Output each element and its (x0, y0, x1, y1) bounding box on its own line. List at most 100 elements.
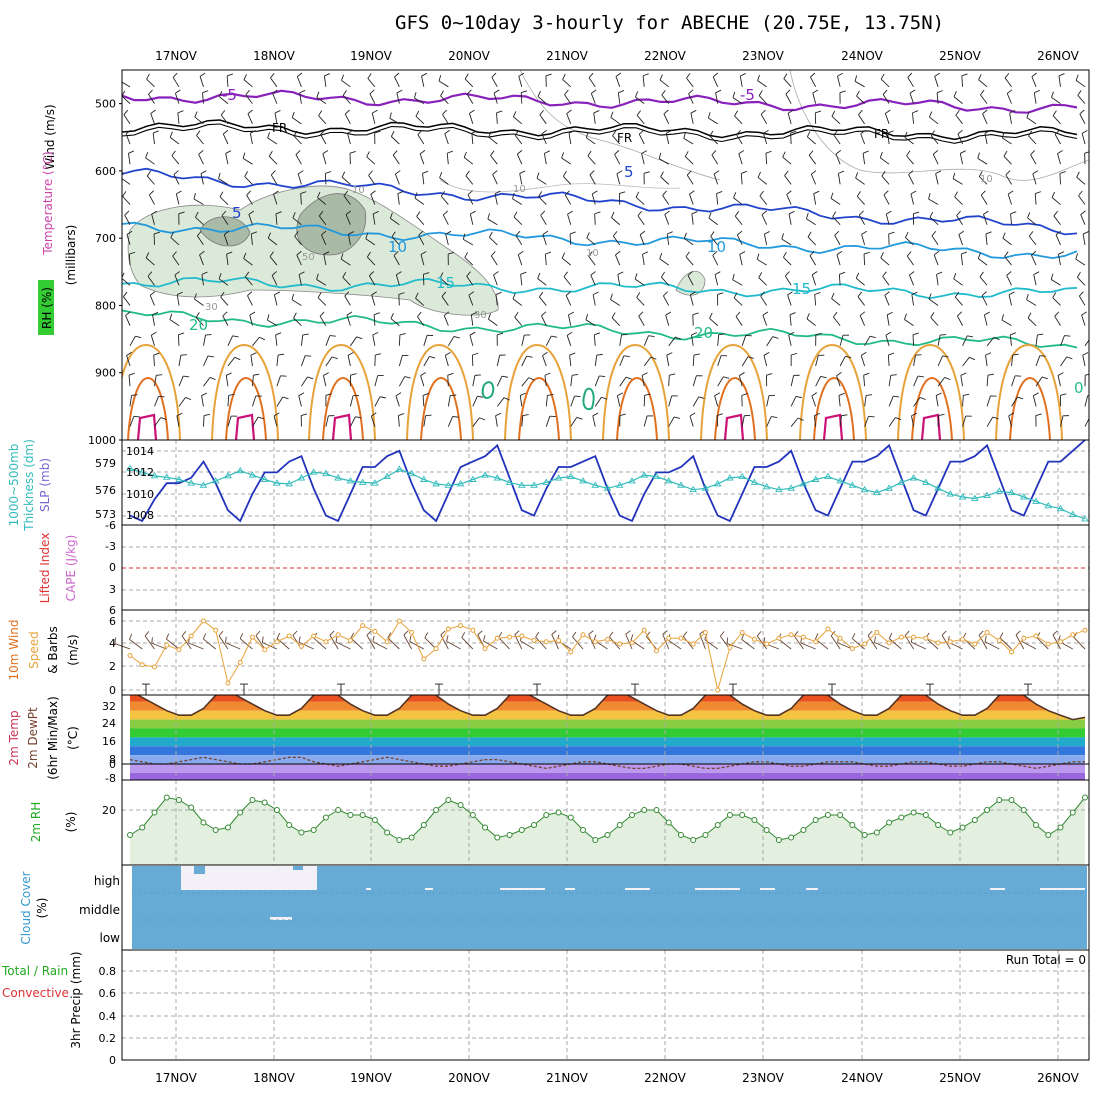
wind-barb-line-flag (809, 251, 815, 256)
wind-barb-line (1057, 375, 1061, 387)
date-label-top: 23NOV (742, 49, 784, 63)
wind-barb-line (342, 277, 351, 286)
wind-barb-line (442, 114, 449, 125)
wind-barb-line (152, 314, 155, 326)
wind-barb-line-flag (1006, 271, 1012, 276)
wind10-barb (1036, 637, 1049, 650)
cloud-patch (194, 866, 205, 874)
rh2m-point (224, 824, 231, 831)
wind-barb-line-flag (1031, 250, 1037, 256)
wind-barb-line-flag (200, 170, 207, 175)
wind-barb-line (150, 113, 155, 124)
wind-barb-line (585, 319, 596, 327)
wind10-speed-point (1033, 633, 1039, 639)
label-2m-dewpt: 2m DewPt (26, 707, 40, 769)
wind-barb-line-flag (442, 109, 447, 115)
wind-barb-line (272, 93, 278, 104)
wind-barb-line-flag (278, 353, 285, 356)
wind-barb-line-flag (693, 353, 700, 356)
wind-barb-line (513, 216, 523, 226)
wind-barb-line-flag (266, 314, 270, 321)
warm-contour (714, 376, 756, 440)
wind-barb-line-flag (321, 230, 327, 236)
thickness-point (1019, 493, 1028, 500)
wind-barb-line (741, 335, 747, 346)
rh2m-point (898, 814, 905, 821)
cloud-gap (500, 888, 545, 890)
wind-barb-line (203, 334, 207, 346)
wind-barb-line-flag (464, 252, 468, 258)
wind-barb-line (537, 96, 547, 104)
upper-ytick: 800 (95, 299, 116, 312)
wind-barb-line (128, 375, 131, 387)
wind-barb-line-flag (129, 251, 136, 255)
wind-barb-line-flag (890, 374, 897, 376)
rh-green-contour (481, 381, 495, 399)
wind-barb-line-flag (1060, 393, 1067, 396)
wind-barb-line (488, 136, 498, 145)
wind-barb-line (880, 257, 890, 266)
wind-barb-line-flag (594, 211, 601, 215)
wind10-barb (188, 642, 204, 650)
date-label-bottom: 20NOV (448, 1071, 490, 1085)
wind10-barb-flag (151, 637, 153, 644)
thickness-point (787, 484, 795, 491)
wind-barb-line (716, 193, 719, 205)
wind10-speed-point (151, 664, 157, 670)
wind-barb-line (563, 276, 572, 286)
wind-barb-line (953, 96, 963, 104)
wind-barb-line-flag (936, 271, 943, 275)
wind-barb-line-flag (415, 110, 420, 117)
wind-barb-line (860, 355, 866, 367)
wind10-barb-flag (662, 630, 668, 635)
cloud-tick: middle (79, 903, 120, 917)
wind10-speed-point (727, 644, 733, 650)
wind-barb-line-flag (933, 250, 940, 256)
wind-barb-line (414, 197, 425, 205)
wind10-speed-point (1082, 627, 1088, 633)
wind-barb-line-flag (1054, 129, 1060, 135)
label-2m-temp: 2m Temp (7, 710, 21, 765)
wind-barb-line-flag (225, 150, 232, 154)
wind-barb-line-flag (868, 415, 875, 418)
isotherm-5 (122, 167, 1078, 236)
wind-barb-line-flag (416, 211, 421, 217)
wind-barb-line-flag (660, 171, 664, 178)
wind-barb-line-flag (298, 392, 305, 397)
rh2m-point (690, 837, 697, 843)
wind10-speed-point (531, 638, 537, 644)
wind-barb-line-flag (810, 72, 816, 78)
wind-barb-line-flag (195, 211, 199, 218)
label-celsius: (°C) (66, 726, 80, 750)
wind-barb-line-flag (447, 372, 454, 376)
wind-barb-line (344, 295, 351, 306)
wind-barb-line-flag (690, 291, 696, 296)
temp-band (130, 701, 1085, 711)
wind-barb-line-flag (372, 331, 379, 336)
wind-barb-line-flag (862, 150, 869, 154)
wind-barb-line (201, 274, 204, 286)
wind-barb-line (325, 356, 333, 367)
rh2m-point (935, 822, 942, 828)
wind-barb-line (321, 234, 327, 246)
wind-barb-line (178, 375, 184, 387)
wind-barb-line (1055, 234, 1061, 246)
wind-barb-line (635, 196, 645, 205)
rh2m-point (347, 812, 354, 818)
wind-barb-line (147, 276, 155, 286)
wind-barb-line-flag (635, 91, 639, 98)
wind10-barb (978, 634, 988, 650)
wind-barb-line (1002, 237, 1012, 246)
wind-barb-line (174, 93, 180, 104)
wind-barb-line-flag (227, 73, 234, 77)
wind-barb-line (487, 218, 498, 226)
wind-barb-line-flag (347, 352, 354, 356)
wind-barb-line-flag (957, 129, 963, 135)
thickness-point (738, 472, 746, 480)
wind-barb-line (389, 117, 400, 125)
wind-barb-line-flag (723, 376, 730, 379)
wind-barb-line (888, 375, 892, 387)
wind-barb-line-flag (1037, 333, 1044, 336)
wind10-speed-point (519, 633, 525, 639)
wind-barb-line-flag (512, 192, 515, 199)
